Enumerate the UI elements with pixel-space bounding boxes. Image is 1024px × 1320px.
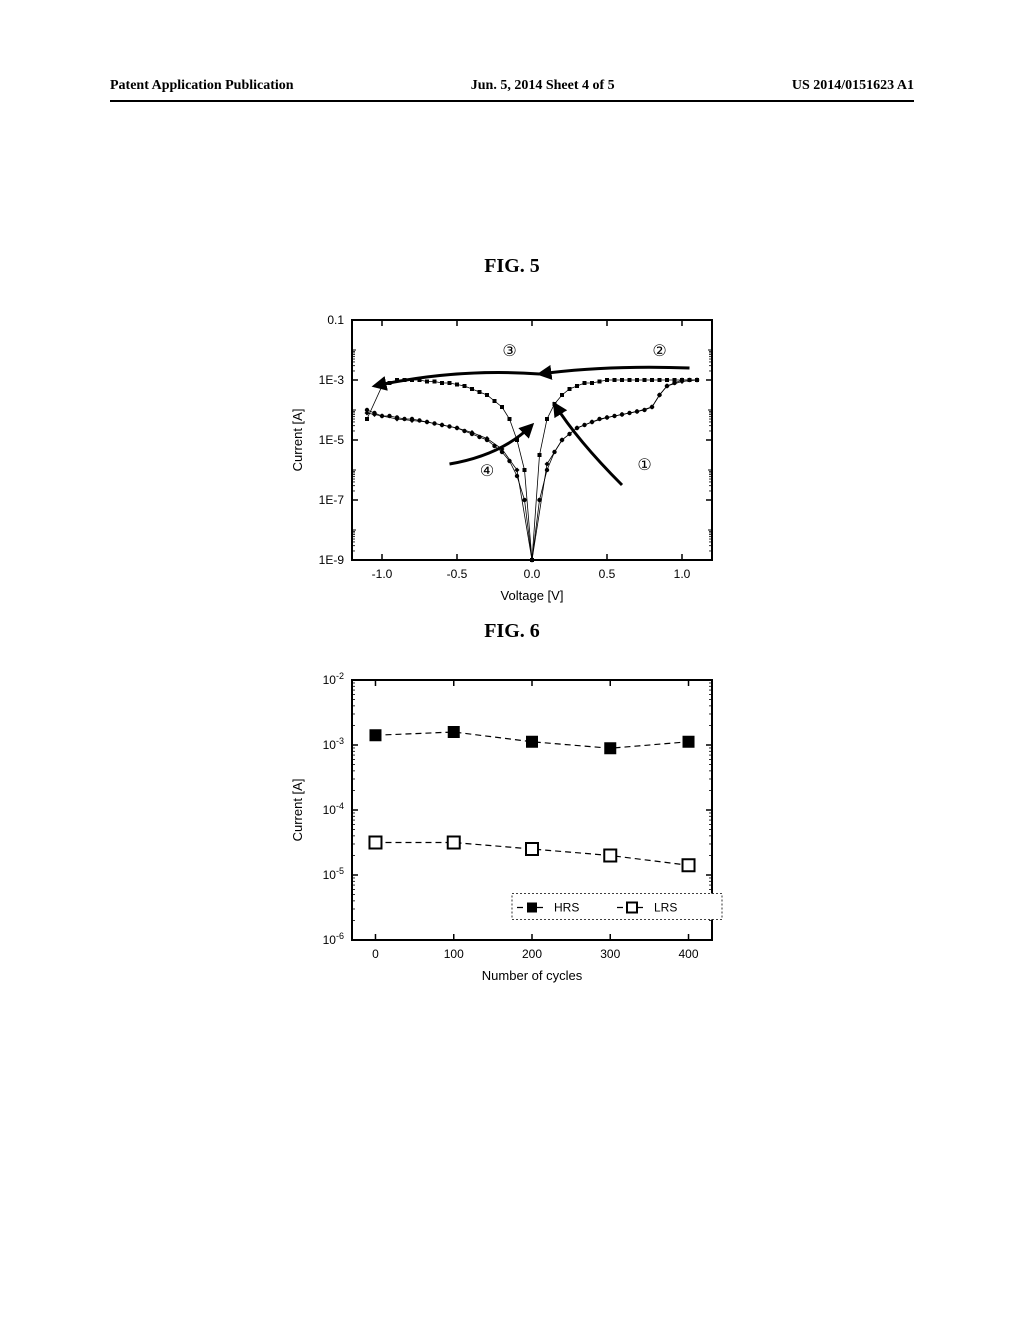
header-left: Patent Application Publication <box>110 78 294 94</box>
svg-text:0.0: 0.0 <box>524 567 541 581</box>
patent-header: Patent Application Publication Jun. 5, 2… <box>110 78 914 102</box>
svg-text:HRS: HRS <box>554 901 579 915</box>
svg-text:10-6: 10-6 <box>323 931 344 947</box>
svg-text:1E-3: 1E-3 <box>319 373 345 387</box>
header-right: US 2014/0151623 A1 <box>792 78 914 94</box>
svg-text:10-4: 10-4 <box>323 801 344 817</box>
svg-text:②: ② <box>652 343 666 360</box>
svg-text:-0.5: -0.5 <box>447 567 468 581</box>
svg-text:0: 0 <box>372 947 379 961</box>
svg-text:④: ④ <box>480 463 494 480</box>
svg-text:200: 200 <box>522 947 542 961</box>
svg-text:10-3: 10-3 <box>323 736 344 752</box>
fig6-svg: 10-6 10-5 10-4 10-3 10-2 0 100 200 300 400 Number … <box>282 670 742 1000</box>
svg-text:10-5: 10-5 <box>323 866 344 882</box>
fig6-chart: 10-6 10-5 10-4 10-3 10-2 0 100 200 300 400 Number … <box>282 670 742 1000</box>
svg-text:Voltage [V]: Voltage [V] <box>501 588 564 603</box>
fig5-svg: 1E-9 1E-7 1E-5 1E-3 0.1 -1.0 -0.5 0.0 0.5 1.0 Volt… <box>282 310 742 610</box>
svg-text:1.0: 1.0 <box>674 567 691 581</box>
svg-text:①: ① <box>637 457 651 474</box>
svg-text:1E-9: 1E-9 <box>319 553 345 567</box>
svg-text:LRS: LRS <box>654 901 677 915</box>
header-center: Jun. 5, 2014 Sheet 4 of 5 <box>471 78 615 94</box>
svg-text:1E-5: 1E-5 <box>319 433 345 447</box>
svg-text:400: 400 <box>679 947 699 961</box>
svg-text:Current [A]: Current [A] <box>290 409 305 472</box>
fig5-title: FIG. 5 <box>0 255 1024 278</box>
svg-text:10-2: 10-2 <box>323 671 344 687</box>
svg-text:1E-7: 1E-7 <box>319 493 345 507</box>
fig5-chart: 1E-9 1E-7 1E-5 1E-3 0.1 -1.0 -0.5 0.0 0.5 1.0 Volt… <box>282 310 742 610</box>
svg-text:-1.0: -1.0 <box>372 567 393 581</box>
svg-text:Current [A]: Current [A] <box>290 779 305 842</box>
svg-text:Number of cycles: Number of cycles <box>482 968 583 983</box>
svg-text:100: 100 <box>444 947 464 961</box>
fig6-title: FIG. 6 <box>0 620 1024 643</box>
svg-text:0.5: 0.5 <box>599 567 616 581</box>
svg-text:0.1: 0.1 <box>327 313 344 327</box>
svg-text:300: 300 <box>600 947 620 961</box>
svg-text:③: ③ <box>502 343 516 360</box>
